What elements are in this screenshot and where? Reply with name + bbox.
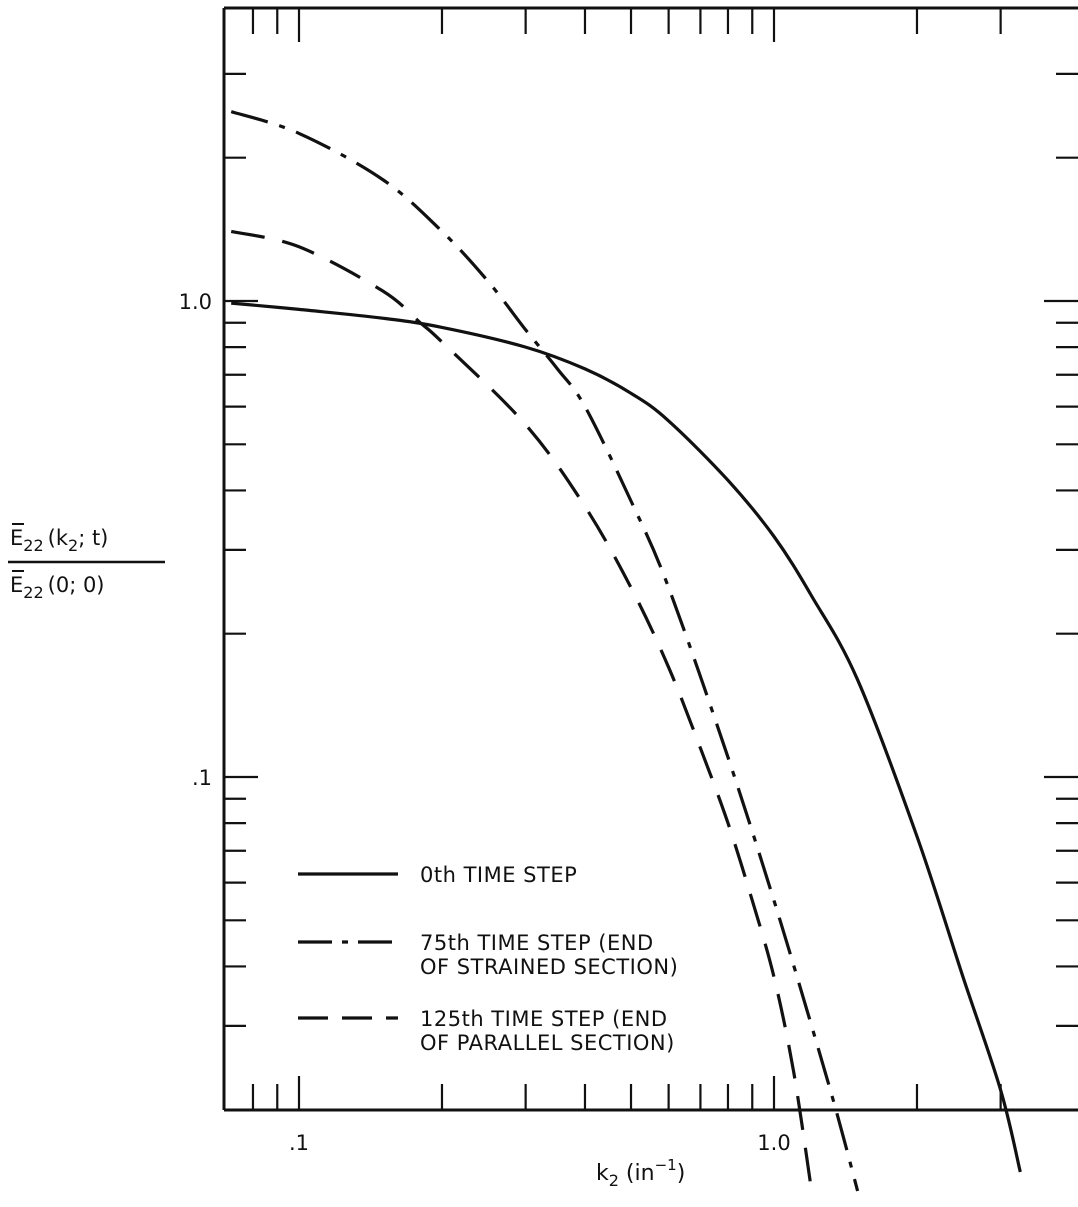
series-curves	[230, 110, 1022, 1192]
y-tick-label: 1.0	[179, 290, 212, 314]
series-line-dashdot	[230, 110, 860, 1192]
series-line-dashed	[230, 229, 814, 1192]
y-axis-label-denominator: E22 (0; 0)	[10, 573, 105, 602]
x-tick-label: .1	[289, 1131, 309, 1155]
legend-label: 75th TIME STEP (END OF STRAINED SECTION)	[420, 931, 678, 979]
legend: 0th TIME STEP 75th TIME STEP (END OF STRAI…	[298, 863, 678, 1055]
legend-label: 0th TIME STEP	[420, 863, 577, 887]
plot-frame	[222, 6, 1078, 1112]
axis-ticks: .1 1.0 .1 1.0	[179, 8, 1078, 1155]
axis-labels: k2 (in−1) E22 (k2; t) E22 (0; 0)	[8, 523, 685, 1190]
x-tick-label: 1.0	[757, 1131, 790, 1155]
y-axis-label-numerator: E22 (k2; t)	[10, 526, 108, 555]
y-tick-label: .1	[192, 766, 212, 790]
x-axis-label: k2 (in−1)	[596, 1156, 685, 1190]
legend-label: 125th TIME STEP (END OF PARALLEL SECTION)	[420, 1007, 675, 1055]
